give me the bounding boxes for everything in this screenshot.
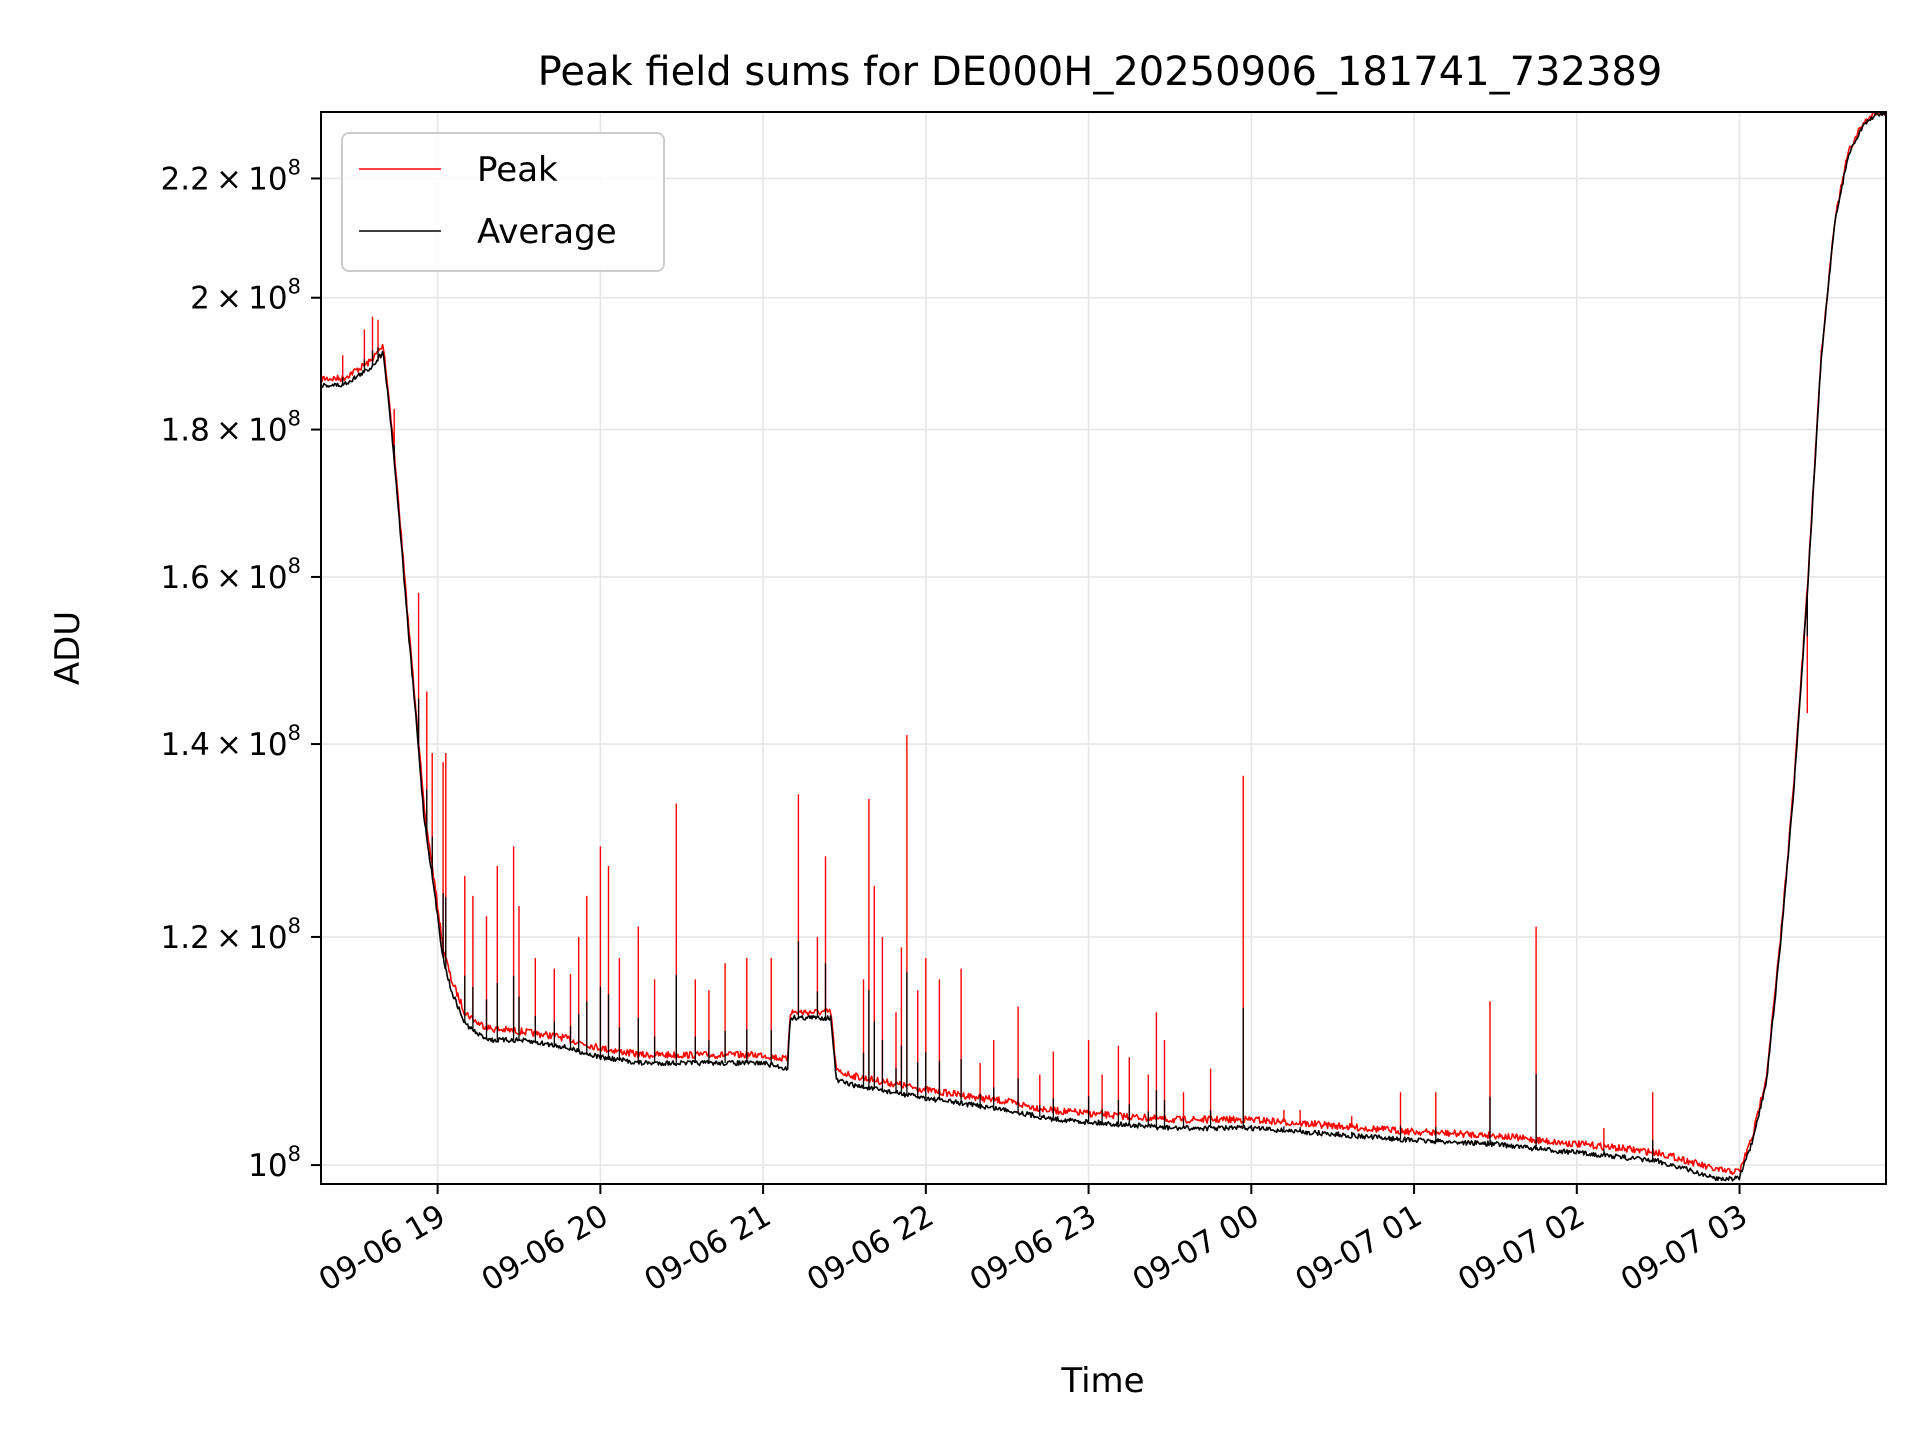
y-tick-label: 1.4 × 108 [161, 721, 301, 763]
series-peak-line [321, 112, 1886, 1176]
y-axis-label: ADU [48, 611, 88, 685]
plot-series-area [321, 112, 1886, 1182]
legend-box [341, 132, 665, 272]
grid [321, 112, 1886, 1184]
plot-frame [320, 111, 1887, 1185]
legend-average-label: Average [477, 212, 617, 252]
legend-peak-label: Peak [477, 150, 558, 190]
y-tick-label: 1.8 × 108 [161, 407, 301, 449]
y-tick-label: 1.6 × 108 [161, 554, 301, 596]
y-tick-label: 2 × 108 [190, 275, 301, 317]
series-peak-spikes [342, 316, 1808, 1152]
chart-title: Peak field sums for DE000H_20250906_1817… [538, 49, 1663, 95]
series-average-spikes [342, 347, 1808, 1161]
y-tick-label: 2.2 × 108 [161, 155, 301, 197]
series-average-line [321, 112, 1886, 1182]
x-axis-label: Time [1060, 1361, 1144, 1401]
legend: Peak Average [341, 132, 665, 272]
y-tick-label: 1.2 × 108 [161, 914, 301, 956]
